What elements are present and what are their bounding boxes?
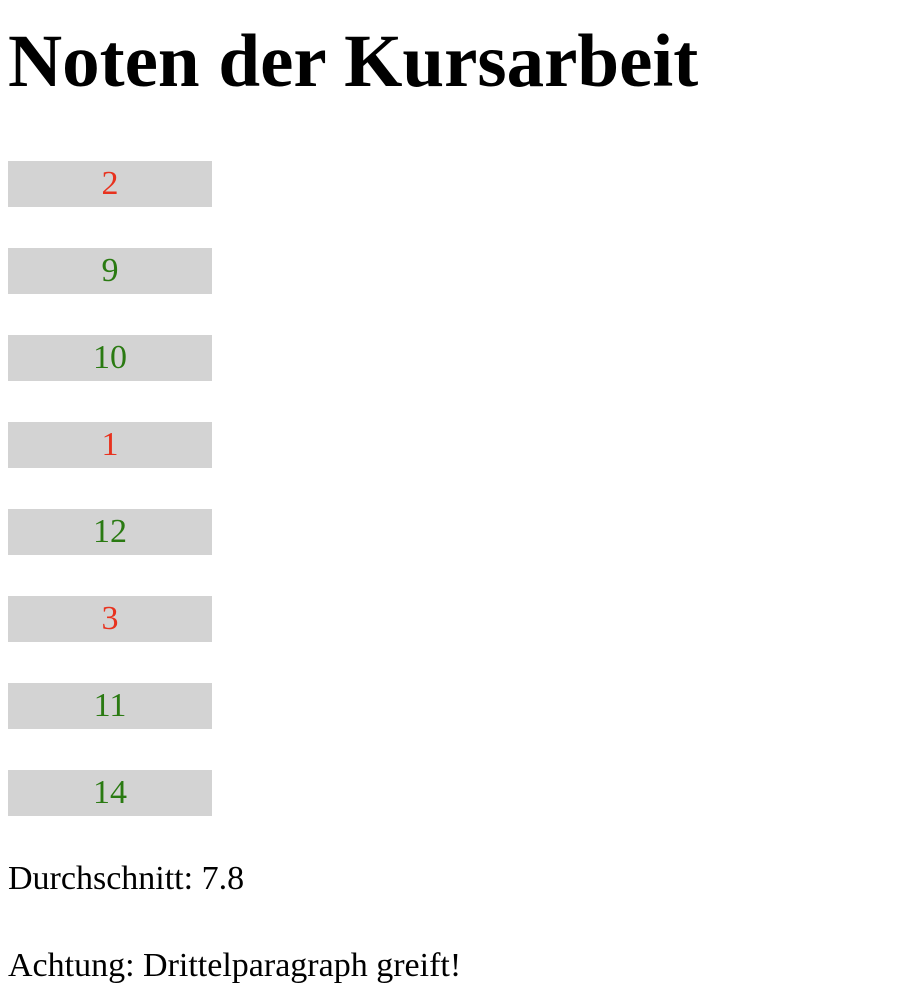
warning-text: Achtung: Drittelparagraph greift! bbox=[8, 947, 462, 984]
grade-cell: 14 bbox=[8, 770, 212, 816]
grade-cell: 12 bbox=[8, 509, 212, 555]
grade-cell: 1 bbox=[8, 422, 212, 468]
grade-cell: 2 bbox=[8, 161, 212, 207]
grade-cell: 9 bbox=[8, 248, 212, 294]
grade-cell: 10 bbox=[8, 335, 212, 381]
grade-cell: 11 bbox=[8, 683, 212, 729]
grade-list: 2 9 10 1 12 3 11 14 bbox=[8, 161, 212, 857]
page-title: Noten der Kursarbeit bbox=[8, 20, 699, 103]
average-text: Durchschnitt: 7.8 bbox=[8, 860, 245, 897]
grade-cell: 3 bbox=[8, 596, 212, 642]
